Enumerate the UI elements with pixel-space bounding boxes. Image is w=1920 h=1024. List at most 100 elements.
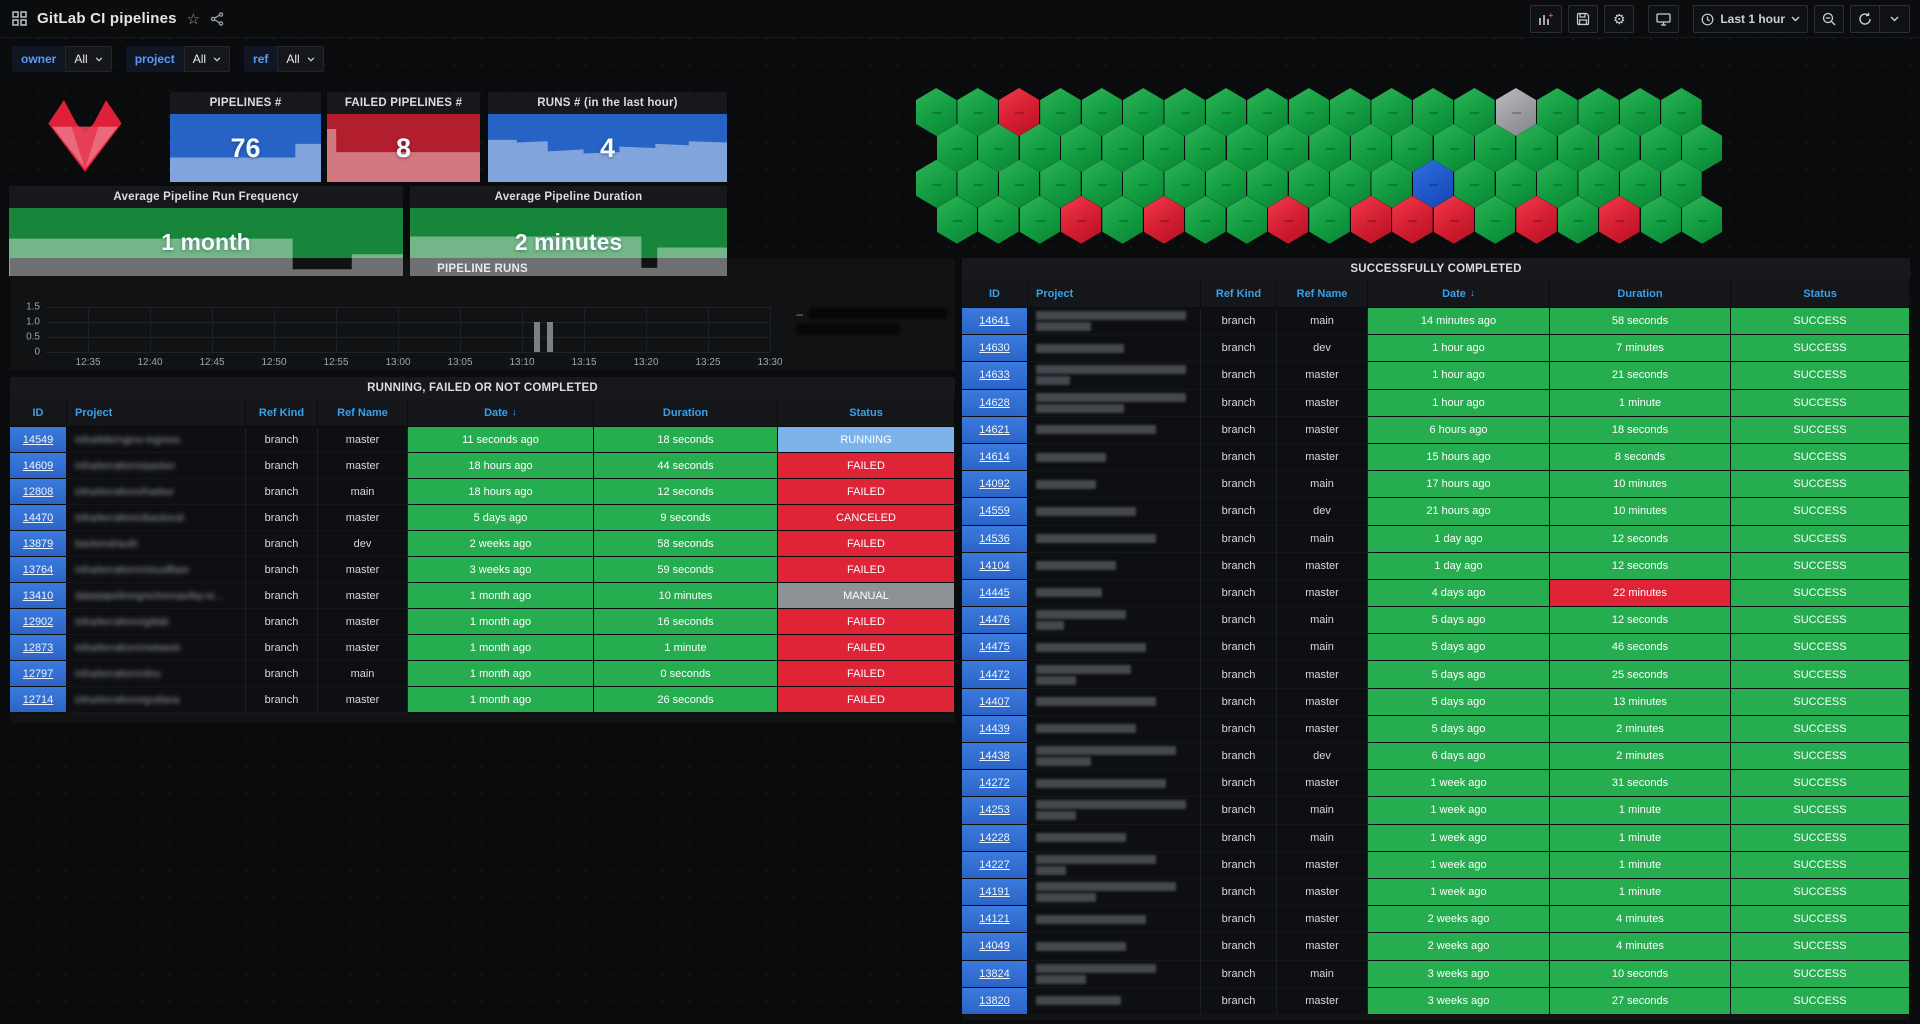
settings-gear-button[interactable]: ⚙ [1604,5,1635,33]
hexagon-cell-success[interactable] [1123,88,1164,136]
hexagon-cell-failed[interactable] [1267,195,1309,244]
hexagon-cell-manual[interactable] [1495,88,1537,136]
hexagon-cell-success[interactable] [1661,159,1702,208]
tv-kiosk-button[interactable] [1648,5,1680,33]
hexagon-cell-success[interactable] [1205,88,1247,136]
column-header-ref-name[interactable]: Ref Name [318,399,408,426]
hexagon-cell-success[interactable] [1019,195,1060,244]
hexagon-cell-success[interactable] [916,159,957,208]
column-header-status[interactable]: Status [1731,280,1910,307]
hexagon-cell-success[interactable] [978,195,1019,244]
hexagon-cell-success[interactable] [1226,195,1267,244]
column-header-project[interactable]: Project [67,399,246,426]
pipeline-id-link[interactable]: 12873 [22,641,54,654]
pipeline-id-link[interactable]: 14559 [979,505,1010,518]
hexagon-cell-success[interactable] [1081,159,1123,208]
pipeline-id-link[interactable]: 14227 [979,858,1010,871]
hexagon-cell-success[interactable] [1681,195,1723,244]
pipeline-id-link[interactable]: 14191 [979,886,1010,899]
pipeline-id-link[interactable]: 14438 [979,750,1010,763]
legend-entry-redacted[interactable] [796,324,947,335]
pipeline-id-link[interactable]: 14536 [979,532,1010,545]
legend-entry-redacted[interactable]: – [796,308,947,320]
hexagon-cell-failed[interactable] [1350,195,1392,244]
hexagon-cell-success[interactable] [1247,88,1288,136]
pipeline-id-link[interactable]: 14609 [22,459,54,472]
share-icon[interactable] [210,11,224,26]
dashboards-grid-icon[interactable] [12,11,27,26]
hexagon-cell-success[interactable] [998,159,1040,208]
hexagon-cell-success[interactable] [1123,159,1164,208]
hexagon-cell-success[interactable] [1205,159,1247,208]
hexagon-cell-success[interactable] [1640,195,1681,244]
hexagon-cell-success[interactable] [1599,123,1640,172]
column-header-duration[interactable]: Duration [594,399,778,426]
hexagon-cell-success[interactable] [1495,159,1537,208]
hexagon-cell-failed[interactable] [1060,195,1102,244]
hexagon-cell-success[interactable] [1474,195,1516,244]
column-header-date[interactable]: Date ↓ [408,399,594,426]
pipeline-id-link[interactable]: 14628 [979,396,1010,409]
hexagon-cell-failed[interactable] [1143,195,1185,244]
pipeline-id-link[interactable]: 14445 [979,586,1010,599]
hexagon-cell-success[interactable] [1681,123,1723,172]
hexagon-cell-success[interactable] [1330,159,1371,208]
variable-value-dropdown[interactable]: All [277,46,324,72]
hexagon-cell-success[interactable] [1454,88,1495,136]
hexagon-cell-success[interactable] [936,123,978,172]
save-dashboard-button[interactable] [1568,5,1599,33]
pipeline-id-link[interactable]: 12714 [22,693,54,706]
hexagon-cell-success[interactable] [1040,159,1081,208]
hexagon-cell-failed[interactable] [998,88,1040,136]
hexagon-cell-success[interactable] [1226,123,1267,172]
hexagon-cell-success[interactable] [1537,88,1578,136]
hexagon-cell-failed[interactable] [1433,195,1474,244]
hexagon-cell-success[interactable] [1557,195,1599,244]
refresh-button[interactable] [1850,5,1880,33]
pipeline-id-link[interactable]: 14092 [979,478,1010,491]
pipeline-id-link[interactable]: 14630 [979,342,1010,355]
hexagon-cell-success[interactable] [1578,88,1619,136]
hexagon-cell-success[interactable] [1330,88,1371,136]
variable-value-dropdown[interactable]: All [183,46,231,72]
hexagon-cell-success[interactable] [1516,123,1557,172]
pipeline-id-link[interactable]: 14549 [22,433,54,446]
hexagon-cell-success[interactable] [1578,159,1619,208]
hexagon-cell-running[interactable] [1412,159,1454,208]
pipeline-id-link[interactable]: 14476 [979,614,1010,627]
hexagon-cell-success[interactable] [1474,123,1516,172]
hexagon-cell-success[interactable] [1454,159,1495,208]
hexagon-cell-success[interactable] [1081,88,1123,136]
hexagon-cell-success[interactable] [1619,159,1661,208]
pipeline-id-link[interactable]: 14228 [979,831,1010,844]
pipeline-id-link[interactable]: 13824 [979,967,1010,980]
hexagon-cell-success[interactable] [1164,88,1205,136]
pipeline-id-link[interactable]: 12797 [22,667,54,680]
pipeline-id-link[interactable]: 12902 [22,615,54,628]
refresh-interval-dropdown[interactable] [1880,5,1910,33]
hexagon-cell-success[interactable] [1371,88,1412,136]
add-panel-button[interactable]: + [1530,5,1563,33]
hexagon-cell-success[interactable] [916,88,957,136]
variable-value-dropdown[interactable]: All [65,46,112,72]
hexagon-cell-failed[interactable] [1516,195,1557,244]
hexagon-cell-failed[interactable] [1392,195,1433,244]
pipeline-id-link[interactable]: 14475 [979,641,1010,654]
column-header-project[interactable]: Project [1028,280,1201,307]
pipeline-id-link[interactable]: 14641 [979,315,1010,328]
pipeline-id-link[interactable]: 14407 [979,695,1010,708]
pipeline-id-link[interactable]: 14439 [979,722,1010,735]
pipeline-id-link[interactable]: 13820 [979,994,1010,1007]
hexagon-cell-success[interactable] [1350,123,1392,172]
column-header-ref-name[interactable]: Ref Name [1277,280,1368,307]
hexagon-cell-success[interactable] [1640,123,1681,172]
hexagon-cell-success[interactable] [1412,88,1454,136]
hexagon-cell-success[interactable] [1185,195,1226,244]
hexagon-cell-success[interactable] [1371,159,1412,208]
pipeline-id-link[interactable]: 13764 [22,563,54,576]
pipeline-id-link[interactable]: 14121 [979,913,1010,926]
hexagon-cell-success[interactable] [1537,159,1578,208]
hexagon-cell-success[interactable] [936,195,978,244]
hexagon-cell-success[interactable] [1288,159,1330,208]
column-header-id[interactable]: ID [962,280,1028,307]
